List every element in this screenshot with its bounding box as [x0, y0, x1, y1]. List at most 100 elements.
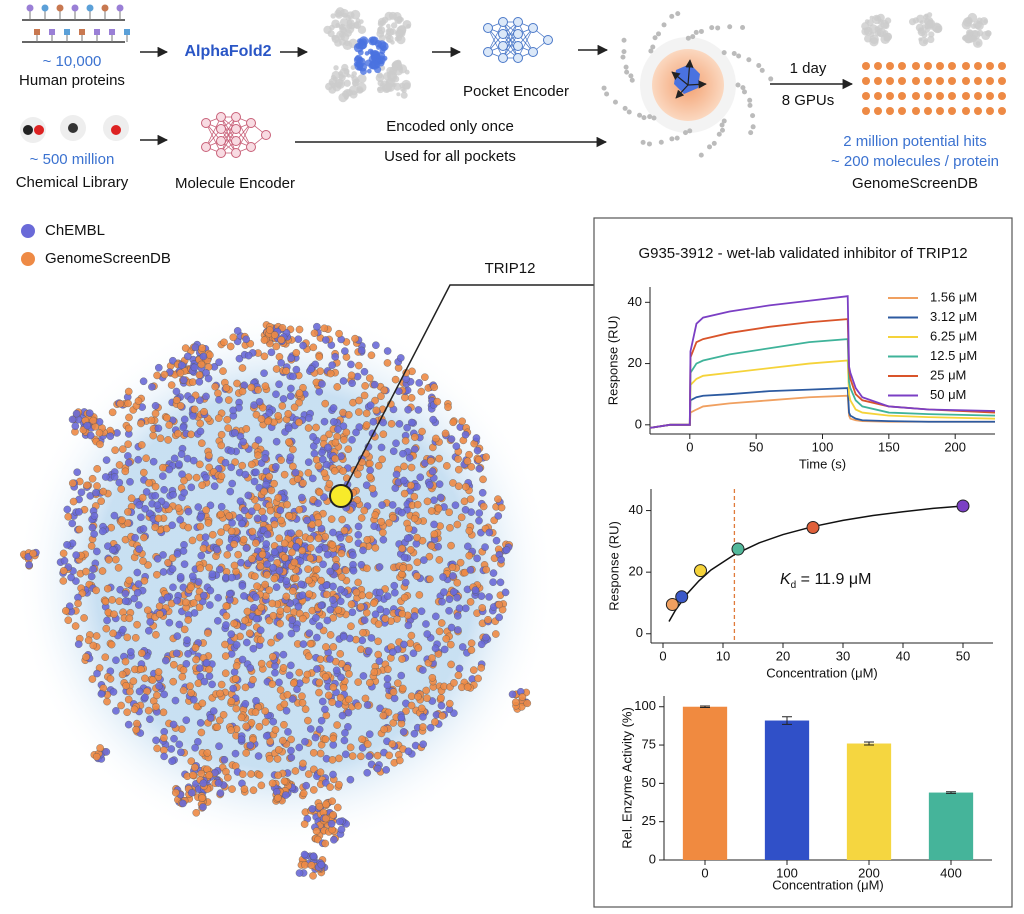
blob-atom: [346, 23, 353, 30]
cloud-dot: [141, 674, 149, 683]
cloud-dot: [260, 514, 268, 523]
cloud-dot: [274, 794, 282, 802]
cloud-dot: [287, 753, 296, 762]
cloud-dot: [154, 514, 163, 523]
cloud-dot: [309, 852, 318, 860]
cloud-dot: [255, 771, 264, 779]
cloud-dot: [295, 325, 304, 334]
cloud-dot: [419, 713, 427, 721]
cloud-dot: [287, 384, 295, 393]
cloud-dot: [438, 597, 446, 606]
cloud-dot: [371, 544, 380, 552]
cloud-dot: [242, 425, 251, 433]
cloud-dot: [180, 415, 189, 424]
cloud-dot: [495, 600, 503, 609]
cloud-dot: [115, 461, 124, 469]
cloud-dot: [346, 775, 355, 784]
cloud-dot: [182, 716, 191, 725]
x-axis-label: Time (s): [799, 456, 846, 471]
x-tick-label: 200: [858, 865, 880, 880]
cloud-dot: [176, 516, 184, 524]
cloud-dot: [231, 675, 240, 683]
cloud-dot: [199, 591, 208, 600]
cloud-dot: [132, 725, 140, 734]
cloud-dot: [153, 744, 161, 753]
cloud-dot: [265, 326, 274, 334]
blob-atom: [912, 17, 919, 24]
cloud-dot: [366, 401, 375, 410]
cloud-dot: [380, 386, 389, 395]
cloud-dot: [304, 469, 313, 477]
cloud-dot: [311, 733, 320, 742]
cloud-dot: [285, 512, 294, 520]
cloud-dot: [59, 577, 68, 585]
cloud-dot: [135, 601, 143, 609]
cloud-dot: [427, 507, 436, 515]
cloud-dot: [206, 501, 215, 510]
cloud-dot: [195, 603, 204, 612]
cloud-dot: [92, 632, 101, 640]
cloud-dot: [288, 548, 296, 557]
cloud-dot: [199, 803, 207, 811]
cloud-dot: [252, 468, 260, 477]
cloud-dot: [130, 705, 139, 714]
cloud-dot: [298, 591, 307, 600]
residue: [34, 29, 40, 35]
cloud-dot: [238, 582, 247, 590]
cloud-dot: [310, 329, 319, 337]
cloud-dot: [345, 695, 353, 704]
cloud-dot: [251, 708, 260, 716]
cloud-dot: [422, 620, 430, 628]
cloud-dot: [455, 664, 464, 673]
cloud-dot: [418, 427, 426, 436]
cloud-dot: [228, 785, 236, 793]
cloud-dot: [242, 544, 251, 552]
cloud-dot: [420, 556, 428, 564]
cloud-dot: [289, 445, 297, 454]
cloud-dot: [230, 619, 238, 628]
cloud-dot: [447, 623, 456, 632]
cloud-dot: [340, 436, 348, 444]
cloud-dot: [169, 583, 177, 592]
net-node: [498, 41, 508, 51]
cloud-dot: [187, 430, 195, 439]
cloud-dot: [186, 682, 194, 690]
cloud-dot: [284, 728, 292, 736]
blob-atom: [385, 87, 390, 93]
cloud-dot: [295, 529, 303, 538]
cloud-dot: [399, 476, 408, 485]
cloud-dot: [437, 701, 446, 710]
cloud-dot: [230, 540, 238, 549]
cloud-dot: [454, 465, 463, 474]
cloud-dot: [239, 535, 248, 544]
cloud-dot: [232, 662, 241, 670]
cloud-dot: [217, 472, 226, 480]
y-tick-label: 50: [642, 775, 656, 790]
cloud-dot: [432, 434, 440, 443]
hit-dot: [874, 107, 882, 115]
cloud-dot: [222, 384, 231, 392]
cloud-dot: [214, 414, 223, 422]
bar: [846, 743, 892, 860]
cloud-dot: [329, 643, 338, 651]
residue: [101, 4, 109, 12]
cloud-dot: [377, 443, 386, 452]
encode-note: Used for all pockets: [384, 148, 516, 165]
cloud-dot: [383, 592, 392, 600]
cloud-dot: [345, 411, 353, 419]
cloud-dot: [234, 550, 242, 559]
blob-atom: [927, 20, 934, 26]
cloud-dot: [276, 619, 284, 628]
cloud-dot: [208, 680, 216, 689]
cloud-dot: [317, 601, 326, 610]
cloud-dot: [179, 799, 187, 808]
cloud-dot: [426, 723, 435, 732]
legend-label: 6.25 μM: [930, 328, 977, 343]
residue: [64, 29, 70, 35]
cloud-dot: [454, 671, 463, 680]
cloud-dot: [266, 737, 274, 746]
cloud-dot: [179, 376, 188, 384]
cloud-dot: [351, 334, 359, 343]
cloud-dot: [190, 695, 198, 704]
cloud-dot: [365, 752, 373, 760]
